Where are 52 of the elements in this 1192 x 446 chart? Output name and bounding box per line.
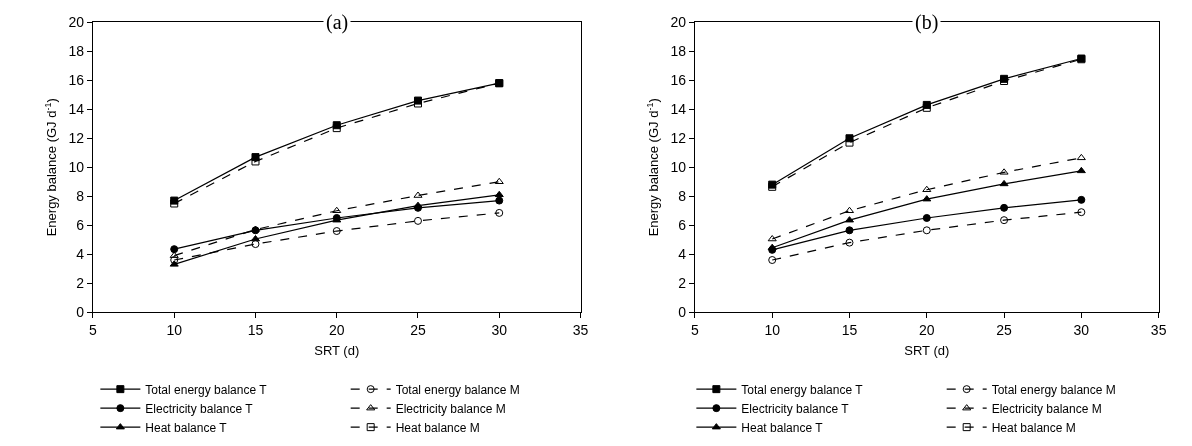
legend-label: Electricity balance M [395,401,506,416]
x-tick-label: 25 [996,322,1013,339]
chart-title: (b) [915,11,939,34]
legend-label: Heat balance M [395,420,480,435]
y-tick-label: 14 [670,101,687,118]
y-tick-label: 2 [678,275,687,292]
y-tick-label: 6 [76,217,85,234]
y-tick-label: 18 [670,43,687,60]
x-tick-label: 10 [166,322,183,339]
legend-label: Total energy balance T [145,382,268,397]
legend-label: Electricity balance T [741,401,850,416]
y-tick-label: 8 [76,188,85,205]
y-tick-label: 4 [76,246,85,263]
legend-label: Electricity balance M [991,401,1102,416]
legend-label: Total energy balance M [991,382,1116,397]
y-tick-label: 2 [76,275,85,292]
x-tick-label: 25 [410,322,426,339]
x-tick-label: 30 [491,322,508,339]
legend-label: Heat balance T [741,420,824,435]
x-tick-label: 10 [764,322,781,339]
y-tick-label: 14 [68,101,85,118]
y-tick-label: 16 [68,72,85,89]
x-tick-label: 5 [89,322,98,339]
y-tick-label: 10 [670,159,687,176]
y-tick-label: 12 [68,130,85,147]
y-tick-label: 16 [670,72,687,89]
legend-label: Heat balance M [991,420,1076,435]
x-tick-label: 5 [691,322,700,339]
y-tick-label: 8 [678,188,687,205]
x-tick-label: 30 [1073,322,1090,339]
x-axis-title: SRT (d) [904,342,950,358]
x-tick-label: 20 [918,322,935,339]
x-tick-label: 15 [841,322,858,339]
x-tick-label: 15 [247,322,264,339]
y-tick-label: 12 [670,130,687,147]
y-tick-label: 20 [68,14,85,31]
x-axis-title: SRT (d) [314,342,360,358]
legend-label: Electricity balance T [145,401,254,416]
chart-title: (a) [326,11,349,34]
y-tick-label: 6 [678,217,687,234]
y-tick-label: 10 [68,159,85,176]
y-tick-label: 18 [68,43,85,60]
y-tick-label: 20 [670,14,687,31]
x-tick-label: 35 [572,322,589,339]
legend-label: Total energy balance T [741,382,864,397]
legend-label: Total energy balance M [395,382,520,397]
legend-label: Heat balance T [145,420,228,435]
y-tick-label: 4 [678,246,687,263]
x-tick-label: 20 [328,322,345,339]
y-tick-label: 0 [76,304,85,321]
y-tick-label: 0 [678,304,687,321]
x-tick-label: 35 [1150,322,1167,339]
